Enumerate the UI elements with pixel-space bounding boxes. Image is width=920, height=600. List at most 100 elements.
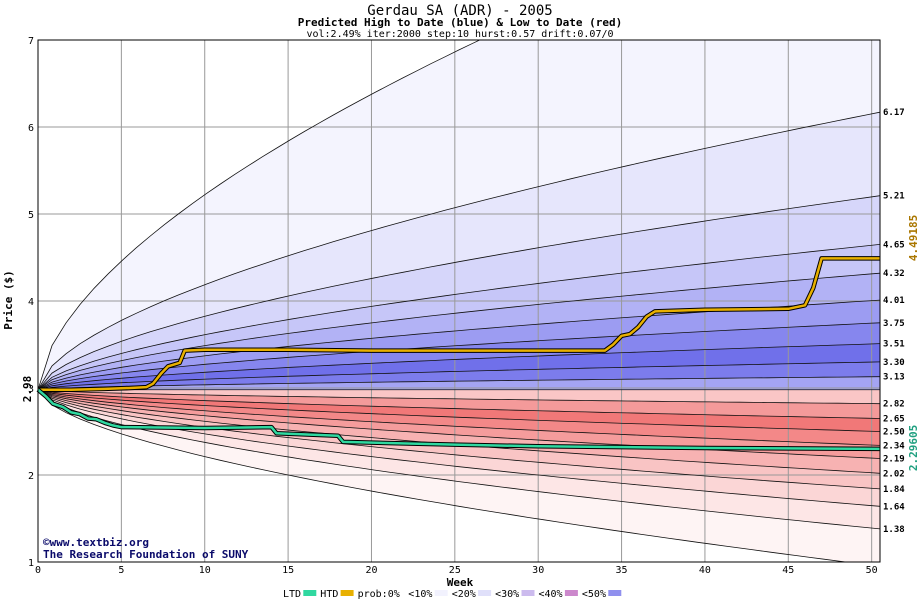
percentile-line-11 [38, 389, 880, 419]
start-price-label: 2.98 [21, 376, 34, 403]
plot-frame [37, 39, 881, 563]
level-labels: 6.17 5.21 4.65 4.32 4.01 3.75 3.51 3.30 3.13 2.82… [883, 108, 905, 535]
percentile-line-8 [38, 111, 880, 390]
legend-swatch-4 [478, 590, 492, 596]
level-label-2-50: 2.50 [883, 428, 905, 438]
level-label-3-75: 3.75 [883, 319, 905, 329]
legend-label-1: HTD [320, 589, 338, 600]
legend-swatch-1 [340, 590, 354, 596]
band-upper-1 [38, 361, 880, 390]
watermark-line1: ©www.textbiz.org [43, 536, 149, 549]
chart-params: vol:2.49% iter:2000 step:10 hurst:0.57 d… [306, 29, 613, 40]
watermark-line2: The Research Foundation of SUNY [43, 548, 249, 561]
level-label-1-84: 1.84 [883, 485, 905, 495]
x-tick-label-25: 25 [449, 565, 461, 576]
band-lower-0 [38, 389, 880, 404]
level-label-2-34: 2.34 [883, 441, 905, 451]
band-upper-4 [38, 300, 880, 390]
legend: LTD HTD prob:0% <10% <20% <30% <40% <50% [283, 589, 622, 600]
level-label-3-30: 3.30 [883, 358, 905, 368]
percentile-line-12 [38, 389, 880, 432]
chart-title: Gerdau SA (ADR) - 2005 [367, 3, 552, 19]
band-lower-9 [38, 389, 880, 562]
probability-bands [38, 40, 880, 562]
x-tick-label-35: 35 [616, 565, 628, 576]
percentile-line-2 [38, 343, 880, 391]
x-tick-label-20: 20 [365, 565, 377, 576]
percentile-line-9 [38, 40, 481, 390]
x-tick-label-15: 15 [282, 565, 294, 576]
percentile-line-14 [38, 389, 880, 459]
percentile-line-18 [38, 389, 880, 530]
band-lower-2 [38, 389, 880, 432]
band-lower-7 [38, 389, 880, 507]
level-label-2-19: 2.19 [883, 454, 905, 464]
x-axis-label: Week [447, 576, 474, 589]
y-tick-label-2: 2 [28, 471, 34, 482]
low-end-label: 2.29605 [907, 425, 920, 471]
legend-label-7: <50% [582, 589, 606, 600]
band-upper-7 [38, 195, 880, 390]
band-lower-5 [38, 389, 880, 474]
x-tick-label-5: 5 [118, 565, 124, 576]
x-tick-label-45: 45 [782, 565, 794, 576]
x-tick-label-40: 40 [699, 565, 711, 576]
y-tick-label-3: 3 [28, 384, 34, 395]
band-upper-5 [38, 273, 880, 390]
percentile-line-7 [38, 195, 880, 390]
chart-subtitle: Predicted High to Date (blue) & Low to D… [298, 16, 623, 29]
x-tick-label-30: 30 [532, 565, 544, 576]
legend-swatch-0 [303, 590, 317, 596]
x-tick-label-10: 10 [199, 565, 211, 576]
band-lower-8 [38, 389, 880, 529]
percentile-line-5 [38, 272, 880, 391]
percentile-line-13 [38, 389, 880, 446]
percentile-line-16 [38, 389, 880, 490]
level-label-2-65: 2.65 [883, 414, 905, 424]
y-tick-label-5: 5 [28, 210, 34, 221]
legend-label-4: <20% [452, 589, 476, 600]
band-lower-4 [38, 389, 880, 459]
level-label-6-17: 6.17 [883, 108, 905, 118]
legend-label-2: prob:0% [358, 589, 400, 600]
legend-swatch-7 [608, 590, 622, 596]
percentile-line-1 [38, 361, 880, 391]
y-tick-label-1: 1 [28, 558, 34, 569]
series-line-htd [38, 257, 880, 391]
legend-swatch-5 [521, 590, 535, 596]
level-label-4-32: 4.32 [883, 269, 905, 279]
level-label-1-38: 1.38 [883, 525, 905, 535]
y-tick-label-6: 6 [28, 123, 34, 134]
percentile-line-0 [38, 376, 880, 391]
level-label-3-13: 3.13 [883, 373, 905, 383]
band-upper-6 [38, 244, 880, 390]
level-label-1-64: 1.64 [883, 502, 905, 512]
legend-label-5: <30% [495, 589, 519, 600]
x-tick-label-50: 50 [866, 565, 878, 576]
y-axis-label: Price ($) [2, 270, 15, 330]
legend-swatch-6 [564, 590, 578, 596]
level-label-2-02: 2.02 [883, 469, 905, 479]
legend-swatch-3 [434, 590, 448, 596]
x-tick-label-0: 0 [35, 565, 41, 576]
band-lower-1 [38, 389, 880, 419]
percentile-lines [38, 40, 880, 562]
percentile-line-6 [38, 244, 880, 390]
band-upper-0 [38, 376, 880, 390]
y-tick-label-4: 4 [28, 297, 34, 308]
y-tick-label-7: 7 [28, 36, 34, 47]
level-label-2-82: 2.82 [883, 400, 905, 410]
band-upper-8 [38, 112, 880, 390]
legend-label-6: <40% [539, 589, 563, 600]
level-label-5-21: 5.21 [883, 192, 905, 202]
series-line-ltd [37, 388, 881, 451]
level-label-3-51: 3.51 [883, 340, 905, 350]
legend-label-0: LTD [283, 589, 301, 600]
percentile-line-19 [38, 389, 849, 562]
percentile-line-10 [38, 389, 880, 405]
band-upper-3 [38, 322, 880, 390]
level-label-4-65: 4.65 [883, 240, 905, 250]
percentile-line-3 [38, 322, 880, 391]
